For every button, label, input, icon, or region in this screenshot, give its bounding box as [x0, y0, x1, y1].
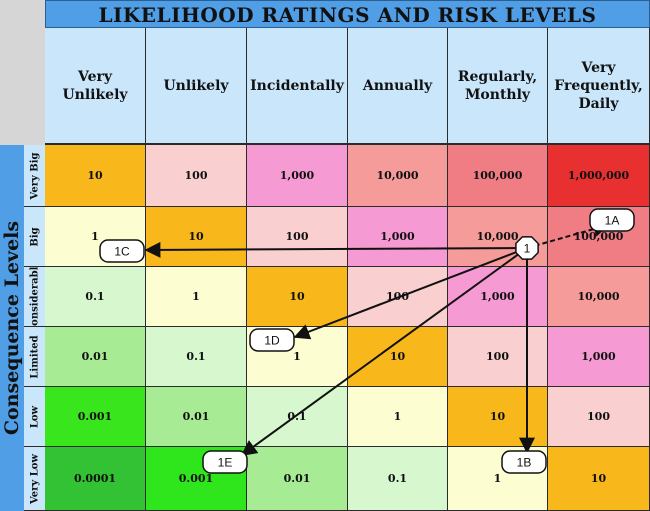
- risk-cell-r2-c1: 1: [146, 267, 247, 327]
- risk-cell-r4-c5: 100: [548, 387, 650, 447]
- risk-cell-r3-c5: 1,000: [548, 327, 650, 387]
- arrow-to-1d: [293, 247, 528, 340]
- risk-cell-r2-c0: 0.1: [45, 267, 146, 327]
- callout-label-1e: 1E: [218, 456, 233, 470]
- corner-blank: [0, 0, 45, 145]
- callout-box-1b: [501, 450, 547, 474]
- risk-cell-r1-c3: 1,000: [348, 207, 448, 267]
- risk-cell-r5-c3: 0.1: [348, 447, 448, 511]
- origin-marker: [515, 236, 539, 260]
- risk-cell-r2-c4: 1,000: [448, 267, 548, 327]
- likelihood-header-0: Very Unlikely: [45, 28, 146, 145]
- callout-box-1d: [249, 328, 295, 352]
- arrow-to-1a: [526, 221, 610, 249]
- risk-cell-r4-c0: 0.001: [45, 387, 146, 447]
- risk-cell-r4-c2: 0.1: [247, 387, 348, 447]
- risk-cell-r5-c2: 0.01: [247, 447, 348, 511]
- arrow-to-1c: [144, 241, 528, 258]
- callout-label-1a: 1A: [605, 214, 620, 228]
- risk-cell-r1-c1: 10: [146, 207, 247, 267]
- likelihood-header-2: Incidentally: [247, 28, 348, 145]
- risk-cell-r1-c2: 100: [247, 207, 348, 267]
- risk-cell-r4-c3: 1: [348, 387, 448, 447]
- matrix-title: LIKELIHOOD RATINGS AND RISK LEVELS: [45, 0, 650, 28]
- risk-cell-r3-c0: 0.01: [45, 327, 146, 387]
- callout-label-1d: 1D: [264, 334, 280, 348]
- risk-cell-r4-c4: 10: [448, 387, 548, 447]
- risk-cell-r2-c5: 10,000: [548, 267, 650, 327]
- risk-cell-r0-c3: 10,000: [348, 145, 448, 207]
- origin-label: 1: [524, 242, 531, 256]
- callout-box-1e: [202, 450, 248, 474]
- likelihood-header-3: Annually: [348, 28, 448, 145]
- callout-box-1c: [99, 239, 145, 263]
- risk-cell-r0-c2: 1,000: [247, 145, 348, 207]
- risk-cell-r3-c3: 10: [348, 327, 448, 387]
- callout-box-1a: [589, 208, 635, 232]
- risk-cell-r3-c1: 0.1: [146, 327, 247, 387]
- risk-cell-r3-c4: 100: [448, 327, 548, 387]
- callout-label-1c: 1C: [114, 245, 130, 259]
- likelihood-header-5: Very Frequently, Daily: [548, 28, 650, 145]
- arrow-to-1e: [240, 247, 528, 456]
- callout-label-1b: 1B: [517, 456, 532, 470]
- risk-cell-r0-c4: 100,000: [448, 145, 548, 207]
- likelihood-header-1: Unlikely: [146, 28, 247, 145]
- likelihood-header-4: Regularly, Monthly: [448, 28, 548, 145]
- risk-cell-r4-c1: 0.01: [146, 387, 247, 447]
- risk-cell-r0-c1: 100: [146, 145, 247, 207]
- risk-cell-r0-c0: 10: [45, 145, 146, 207]
- risk-cell-r0-c5: 1,000,000: [548, 145, 650, 207]
